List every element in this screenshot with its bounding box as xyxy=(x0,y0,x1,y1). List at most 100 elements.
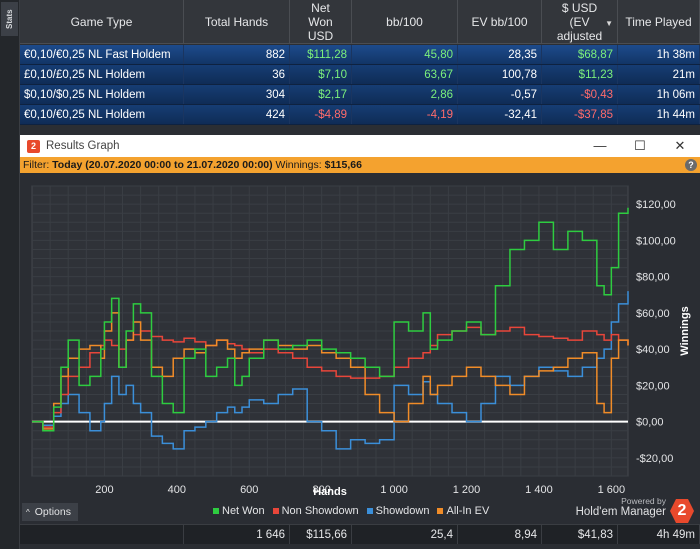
x-axis-label: Hands xyxy=(313,486,347,498)
total-ev-bb100: 8,94 xyxy=(458,525,542,544)
legend-label: Non Showdown xyxy=(281,505,359,517)
help-icon[interactable]: ? xyxy=(685,159,697,171)
table-row[interactable]: £0,10/£0,25 NL Holdem 36 $7,10 63,67 100… xyxy=(20,65,700,85)
cell-game: $0,10/$0,25 NL Holdem xyxy=(20,85,184,104)
column-net-won-label: Net Won USD xyxy=(307,0,334,43)
y-tick-label: $100,00 xyxy=(636,235,676,247)
brand-name: Hold'em Manager xyxy=(575,506,666,518)
powered-by: Powered by Hold'em Manager 2 xyxy=(576,496,696,524)
total-hands: 1 646 xyxy=(184,525,290,544)
legend-label: Showdown xyxy=(375,505,430,517)
filter-bar: Filter: Today (20.07.2020 00:00 to 21.07… xyxy=(20,157,700,173)
legend-swatch xyxy=(213,508,219,514)
x-tick-label: 1 400 xyxy=(525,484,553,496)
total-ev-usd: $41,83 xyxy=(542,525,618,544)
legend-item[interactable]: All-In EV xyxy=(437,505,489,517)
y-tick-label: $80,00 xyxy=(636,272,670,284)
minimize-icon[interactable]: — xyxy=(593,138,607,153)
y-tick-label: $120,00 xyxy=(636,199,676,211)
results-chart: -$20,00 $0,00 $20,00 $40,00 $60,00 $80,00 $100… xyxy=(20,173,700,499)
cell-game: €0,10/€0,25 NL Holdem xyxy=(20,105,184,124)
stats-tab[interactable]: Stats xyxy=(1,2,18,36)
cell-hands: 882 xyxy=(184,45,290,64)
cell-game: €0,10/€0,25 NL Fast Holdem xyxy=(20,45,184,64)
results-graph-window: 2 Results Graph — ☐ ✕ Filter: Today (20.… xyxy=(20,135,700,499)
cell-net-won: $7,10 xyxy=(290,65,352,84)
y-axis-label: Winnings xyxy=(679,306,691,355)
cell-ev-bb100: 100,78 xyxy=(458,65,542,84)
x-tick-label: 400 xyxy=(168,484,186,496)
options-label: Options xyxy=(34,506,71,518)
cell-bb100: -4,19 xyxy=(352,105,458,124)
series-line-net-won xyxy=(32,207,629,432)
cell-game: £0,10/£0,25 NL Holdem xyxy=(20,65,184,84)
filter-value: Today (20.07.2020 00:00 to 21.07.2020 00… xyxy=(52,159,273,171)
y-tick-label: $60,00 xyxy=(636,308,670,320)
table-row[interactable]: $0,10/$0,25 NL Holdem 304 $2,17 2,86 -0,… xyxy=(20,85,700,105)
cell-net-won: -$4,89 xyxy=(290,105,352,124)
y-tick-label: -$20,00 xyxy=(636,453,673,465)
column-bb100[interactable]: bb/100 xyxy=(352,0,458,43)
column-total-hands[interactable]: Total Hands xyxy=(184,0,290,43)
legend-label: All-In EV xyxy=(446,505,490,517)
x-tick-label: 1 000 xyxy=(380,484,408,496)
cell-hands: 304 xyxy=(184,85,290,104)
legend-swatch xyxy=(437,508,444,514)
chevron-up-icon: ^ xyxy=(26,508,30,517)
column-ev-usd[interactable]: $ USD (EV adjusted ▼ xyxy=(542,0,618,43)
graph-footer: ^ Options Net Won Non Showdown Showdown All-… xyxy=(20,496,700,524)
x-tick-label: 800 xyxy=(312,484,330,496)
y-tick-label: $20,00 xyxy=(636,380,670,392)
legend-swatch xyxy=(272,508,279,514)
x-tick-label: 1 600 xyxy=(598,484,626,496)
cell-ev-bb100: 28,35 xyxy=(458,45,542,64)
chart-legend: Net Won Non Showdown Showdown All-In EV xyxy=(213,505,497,517)
table-row[interactable]: €0,10/€0,25 NL Fast Holdem 882 $111,28 4… xyxy=(20,45,700,65)
cell-bb100: 63,67 xyxy=(352,65,458,84)
column-ev-bb100[interactable]: EV bb/100 xyxy=(458,0,542,43)
column-time-played[interactable]: Time Played xyxy=(618,0,700,43)
stats-table-header: Game Type Total Hands Net Won USD bb/100… xyxy=(20,0,700,44)
cell-time: 1h 44m xyxy=(618,105,700,124)
filter-label: Filter: xyxy=(23,159,50,171)
cell-ev-bb100: -0,57 xyxy=(458,85,542,104)
chart-svg: -$20,00 $0,00 $20,00 $40,00 $60,00 $80,00 $100… xyxy=(31,185,691,498)
winnings-label: Winnings: xyxy=(275,159,322,171)
cell-ev-usd: -$0,43 xyxy=(542,85,618,104)
total-bb100: 25,4 xyxy=(352,525,458,544)
cell-bb100: 2,86 xyxy=(352,85,458,104)
winnings-value: $115,66 xyxy=(324,159,362,171)
cell-hands: 36 xyxy=(184,65,290,84)
totals-row: 1 646 $115,66 25,4 8,94 $41,83 4h 49m xyxy=(20,524,700,544)
column-ev-usd-label: $ USD (EV adjusted xyxy=(556,0,603,43)
x-tick-label: 200 xyxy=(95,484,113,496)
window-titlebar[interactable]: 2 Results Graph — ☐ ✕ xyxy=(20,135,700,157)
legend-item[interactable]: Showdown xyxy=(366,505,430,517)
y-tick-label: $0,00 xyxy=(636,417,664,429)
cell-ev-usd: $68,87 xyxy=(542,45,618,64)
cell-time: 1h 06m xyxy=(618,85,700,104)
window-title: Results Graph xyxy=(46,140,120,152)
maximize-icon[interactable]: ☐ xyxy=(634,138,646,153)
x-tick-label: 600 xyxy=(240,484,258,496)
y-tick-label: $40,00 xyxy=(636,344,670,356)
cell-ev-usd: $11,23 xyxy=(542,65,618,84)
cell-time: 1h 38m xyxy=(618,45,700,64)
legend-swatch xyxy=(366,508,373,514)
series-line-non-showdown xyxy=(32,326,629,428)
powered-by-label: Powered by xyxy=(621,496,666,506)
total-net-won: $115,66 xyxy=(290,525,352,544)
cell-hands: 424 xyxy=(184,105,290,124)
options-button[interactable]: ^ Options xyxy=(22,503,78,521)
table-row[interactable]: €0,10/€0,25 NL Holdem 424 -$4,89 -4,19 -… xyxy=(20,105,700,125)
cell-ev-usd: -$37,85 xyxy=(542,105,618,124)
close-icon[interactable]: ✕ xyxy=(674,138,686,153)
cell-time: 21m xyxy=(618,65,700,84)
stats-table-rows: €0,10/€0,25 NL Fast Holdem 882 $111,28 4… xyxy=(20,45,700,125)
total-time: 4h 49m xyxy=(618,525,700,544)
legend-item[interactable]: Net Won xyxy=(213,505,265,517)
column-net-won[interactable]: Net Won USD xyxy=(290,0,352,43)
total-game xyxy=(20,525,184,544)
column-game-type[interactable]: Game Type xyxy=(20,0,184,43)
legend-item[interactable]: Non Showdown xyxy=(272,505,359,517)
